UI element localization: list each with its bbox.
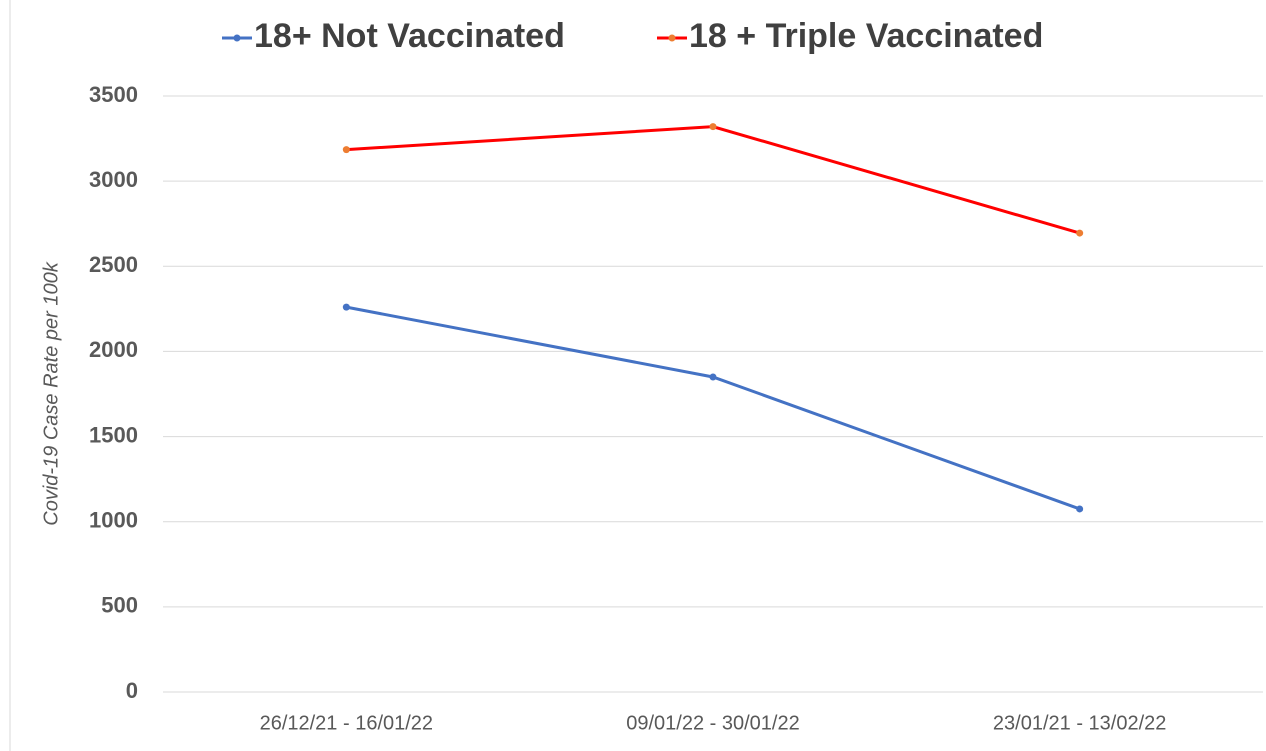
y-tick-label: 3500	[89, 82, 138, 107]
x-tick-label: 26/12/21 - 16/01/22	[260, 712, 433, 734]
legend-marker	[233, 34, 241, 42]
series-line	[346, 305, 1081, 511]
y-axis-label: Covid-19 Case Rate per 100k	[40, 261, 62, 525]
y-tick-label: 1500	[89, 422, 138, 447]
series-line	[346, 125, 1081, 235]
data-point	[342, 303, 350, 311]
y-tick-label: 3000	[89, 167, 138, 192]
x-tick-label: 09/01/22 - 30/01/22	[626, 712, 799, 734]
legend-label: 18+ Not Vaccinated	[254, 17, 565, 55]
x-tick-label: 23/01/21 - 13/02/22	[993, 712, 1166, 734]
y-tick-label: 1000	[89, 508, 138, 533]
data-point	[1076, 505, 1084, 513]
y-tick-label: 500	[101, 593, 138, 618]
legend-marker	[668, 34, 676, 42]
y-tick-label: 2500	[89, 252, 138, 277]
data-point	[1076, 229, 1084, 237]
legend-label: 18 + Triple Vaccinated	[689, 17, 1043, 55]
data-point	[342, 146, 350, 154]
data-point	[709, 373, 717, 381]
y-tick-label: 0	[126, 678, 138, 703]
data-point	[709, 123, 717, 131]
y-tick-label: 2000	[89, 337, 138, 362]
